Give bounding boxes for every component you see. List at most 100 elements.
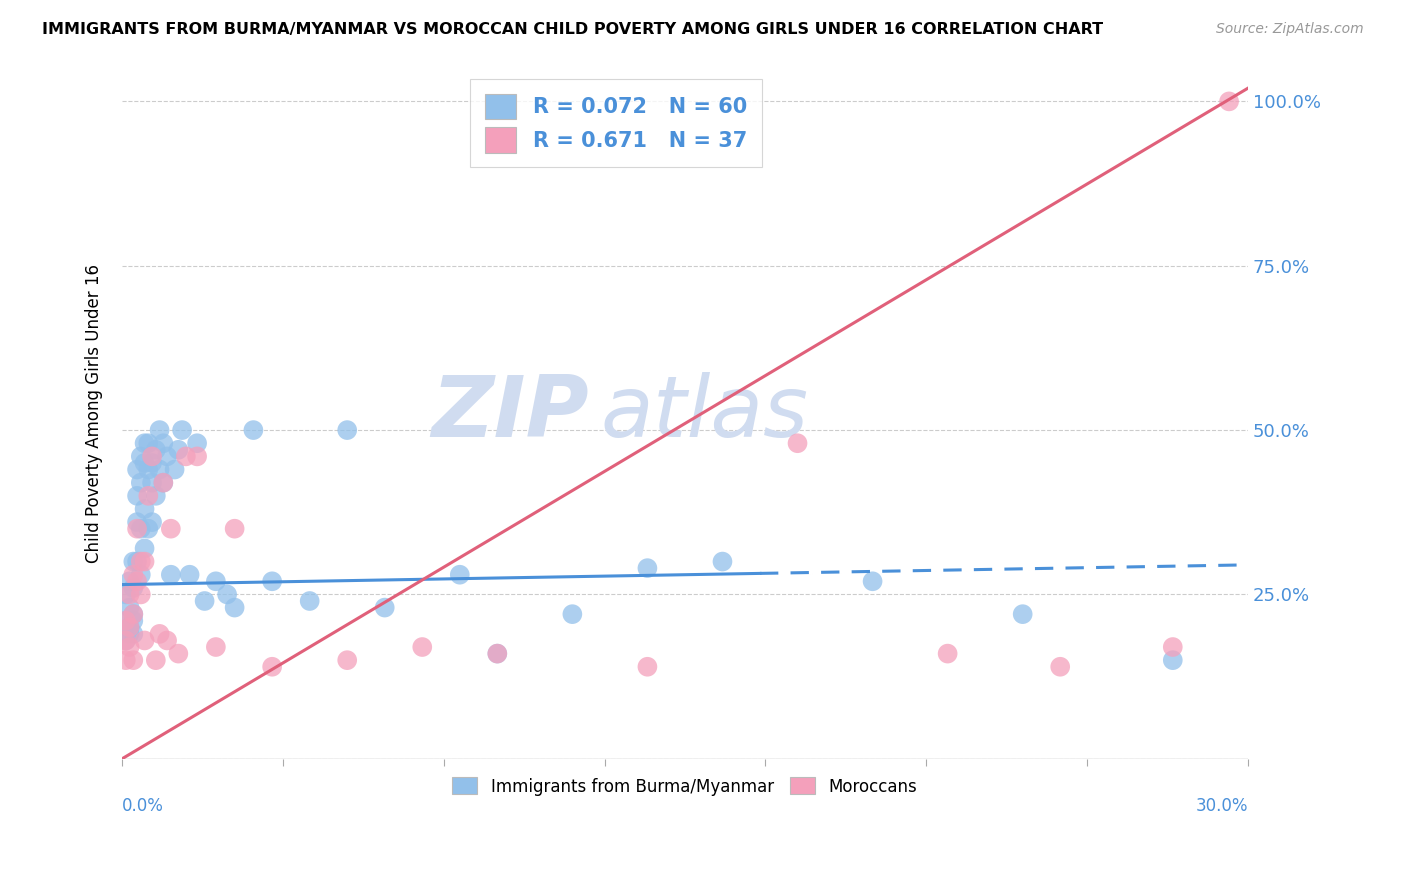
Point [125, 489, 148, 503]
Point [118, 620, 141, 634]
Point [129, 450, 152, 464]
Point [1049, 659, 1071, 673]
Point [1161, 653, 1184, 667]
Point [862, 574, 884, 589]
Point [148, 423, 170, 437]
Point [636, 659, 658, 673]
Point [134, 555, 156, 569]
Point [125, 462, 148, 476]
Point [145, 442, 167, 457]
Point [298, 594, 321, 608]
Point [134, 633, 156, 648]
Point [1218, 95, 1240, 109]
Point [711, 555, 734, 569]
Point [449, 567, 471, 582]
Text: atlas: atlas [600, 372, 808, 455]
Point [114, 614, 136, 628]
Point [134, 456, 156, 470]
Point [129, 522, 152, 536]
Point [786, 436, 808, 450]
Point [141, 475, 163, 490]
Text: Source: ZipAtlas.com: Source: ZipAtlas.com [1216, 22, 1364, 37]
Point [122, 614, 145, 628]
Point [486, 647, 509, 661]
Point [129, 475, 152, 490]
Point [179, 567, 201, 582]
Point [152, 436, 174, 450]
Point [118, 574, 141, 589]
Point [114, 633, 136, 648]
Point [122, 607, 145, 622]
Point [122, 567, 145, 582]
Point [141, 450, 163, 464]
Point [336, 653, 359, 667]
Point [186, 436, 208, 450]
Point [205, 640, 228, 654]
Y-axis label: Child Poverty Among Girls Under 16: Child Poverty Among Girls Under 16 [86, 264, 103, 563]
Point [561, 607, 583, 622]
Point [163, 462, 186, 476]
Point [136, 522, 159, 536]
Point [114, 653, 136, 667]
Point [118, 587, 141, 601]
Point [167, 647, 190, 661]
Point [125, 515, 148, 529]
Point [129, 567, 152, 582]
Legend: Immigrants from Burma/Myanmar, Moroccans: Immigrants from Burma/Myanmar, Moroccans [446, 771, 924, 802]
Point [122, 627, 145, 641]
Point [141, 456, 163, 470]
Point [114, 614, 136, 628]
Point [145, 489, 167, 503]
Text: 30.0%: 30.0% [1195, 797, 1249, 814]
Point [156, 633, 179, 648]
Point [486, 647, 509, 661]
Point [156, 450, 179, 464]
Point [152, 475, 174, 490]
Point [167, 442, 190, 457]
Point [411, 640, 433, 654]
Point [125, 555, 148, 569]
Point [152, 475, 174, 490]
Point [217, 587, 239, 601]
Point [148, 627, 170, 641]
Point [336, 423, 359, 437]
Point [262, 574, 284, 589]
Point [160, 522, 183, 536]
Point [125, 522, 148, 536]
Point [129, 555, 152, 569]
Point [134, 436, 156, 450]
Point [114, 587, 136, 601]
Point [136, 489, 159, 503]
Point [145, 653, 167, 667]
Point [262, 659, 284, 673]
Point [129, 587, 152, 601]
Text: ZIP: ZIP [432, 372, 589, 455]
Point [122, 653, 145, 667]
Point [122, 581, 145, 595]
Point [118, 627, 141, 641]
Point [134, 541, 156, 556]
Point [1011, 607, 1033, 622]
Point [224, 600, 246, 615]
Point [136, 436, 159, 450]
Point [141, 515, 163, 529]
Text: IMMIGRANTS FROM BURMA/MYANMAR VS MOROCCAN CHILD POVERTY AMONG GIRLS UNDER 16 COR: IMMIGRANTS FROM BURMA/MYANMAR VS MOROCCA… [42, 22, 1104, 37]
Point [636, 561, 658, 575]
Point [122, 555, 145, 569]
Point [134, 502, 156, 516]
Point [374, 600, 396, 615]
Point [1161, 640, 1184, 654]
Text: 0.0%: 0.0% [122, 797, 165, 814]
Point [242, 423, 264, 437]
Point [174, 450, 197, 464]
Point [224, 522, 246, 536]
Point [118, 600, 141, 615]
Point [118, 620, 141, 634]
Point [148, 462, 170, 476]
Point [186, 450, 208, 464]
Point [118, 640, 141, 654]
Point [125, 574, 148, 589]
Point [136, 462, 159, 476]
Point [205, 574, 228, 589]
Point [114, 633, 136, 648]
